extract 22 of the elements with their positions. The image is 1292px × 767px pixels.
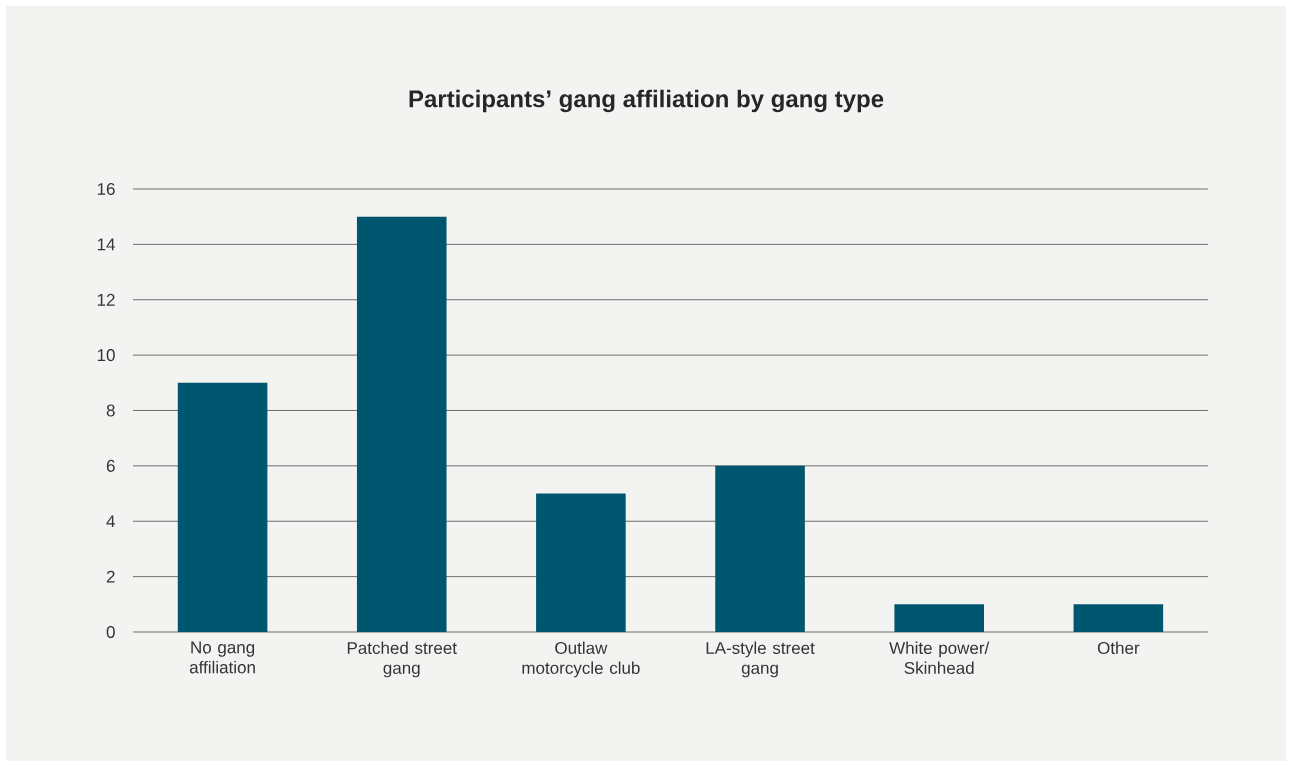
y-tick-label: 0: [106, 625, 115, 639]
bar: [894, 604, 984, 632]
bar: [1073, 604, 1164, 632]
x-tick-label: No gang affiliation: [189, 641, 255, 674]
y-tick-label: 6: [106, 459, 115, 472]
x-tick-label: Other: [1097, 641, 1140, 655]
bar: [536, 493, 626, 632]
y-tick-label: 14: [97, 238, 115, 251]
x-tick-label: White power/ Skinhead: [889, 641, 990, 675]
y-tick-label: 2: [106, 570, 115, 583]
bar: [715, 465, 805, 632]
bar: [177, 382, 268, 632]
x-tick-label: LA-style street gang: [706, 641, 815, 678]
bar: [356, 216, 447, 632]
x-tick-label: Patched street gang: [347, 641, 457, 678]
y-tick-label: 12: [97, 293, 115, 306]
y-tick-label: 4: [106, 515, 115, 528]
y-tick-label: 8: [106, 404, 115, 417]
chart-title: Participants’ gang affiliation by gang type: [409, 89, 884, 113]
y-tick-label: 16: [97, 182, 115, 196]
x-tick-label: Outlaw motorcycle club: [522, 641, 640, 678]
y-tick-label: 10: [97, 349, 115, 362]
